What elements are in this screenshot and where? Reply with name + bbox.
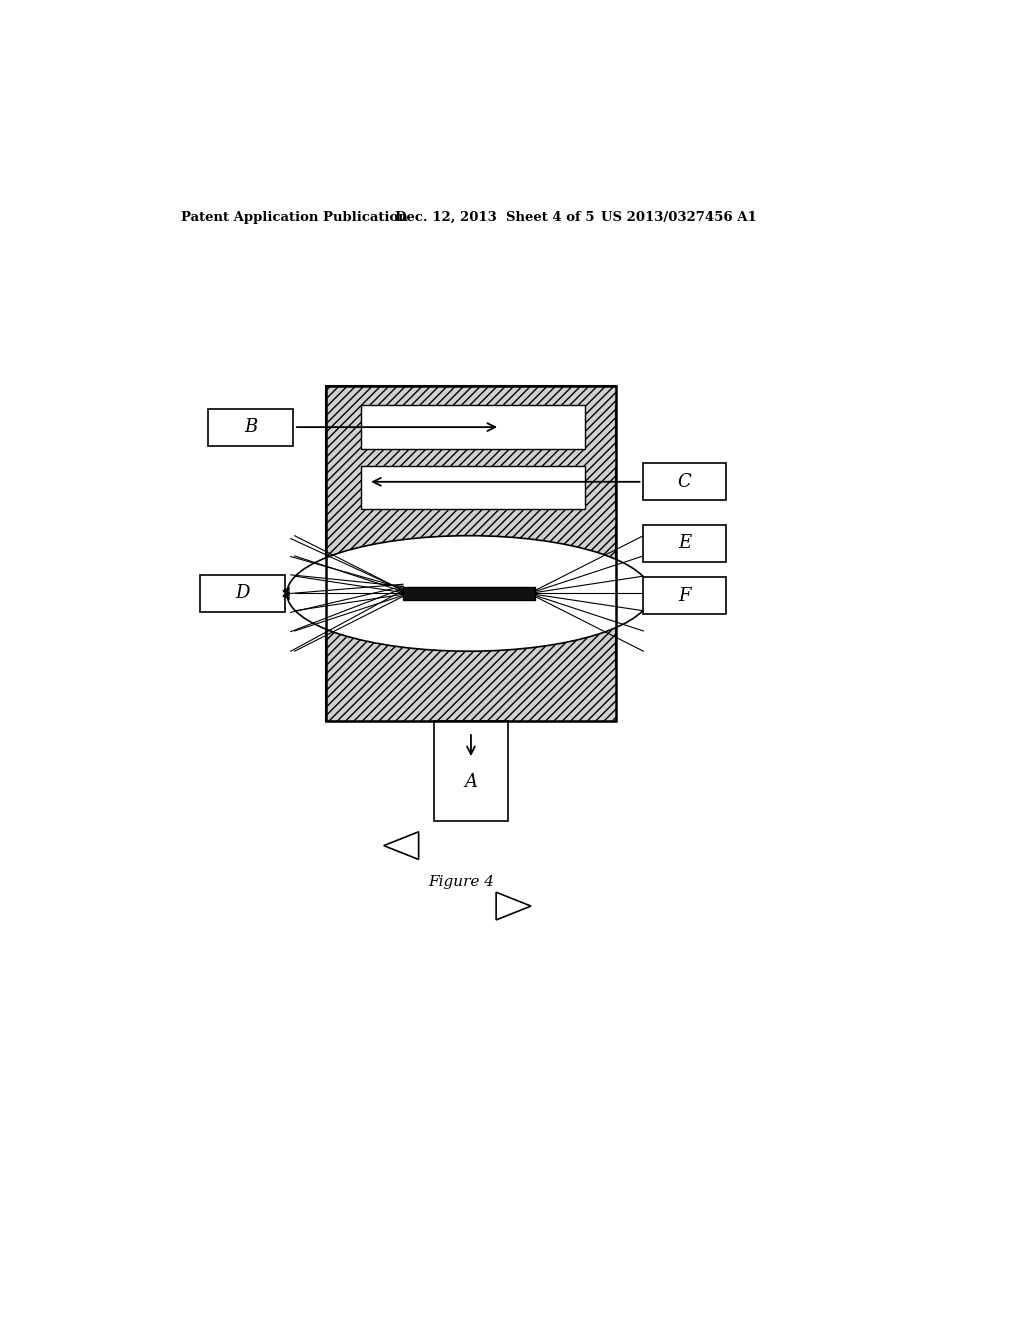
Bar <box>326 449 616 466</box>
Text: US 2013/0327456 A1: US 2013/0327456 A1 <box>601 211 757 224</box>
Text: A: A <box>465 774 477 791</box>
Polygon shape <box>384 832 419 859</box>
Bar <box>643 525 726 562</box>
Bar <box>643 577 726 614</box>
Bar <box>643 463 726 500</box>
Bar <box>434 721 508 821</box>
Bar <box>200 576 286 612</box>
Bar <box>326 508 616 524</box>
Bar <box>326 667 616 721</box>
Text: B: B <box>244 418 257 436</box>
Bar <box>326 385 616 405</box>
Text: Patent Application Publication: Patent Application Publication <box>180 211 408 224</box>
Bar <box>326 405 360 449</box>
Bar <box>208 409 293 446</box>
Bar <box>326 385 616 721</box>
Text: Dec. 12, 2013  Sheet 4 of 5: Dec. 12, 2013 Sheet 4 of 5 <box>395 211 595 224</box>
Bar <box>326 449 360 466</box>
Text: Figure 4: Figure 4 <box>428 875 495 890</box>
Bar <box>326 385 616 721</box>
Text: E: E <box>678 535 691 552</box>
Ellipse shape <box>287 536 651 651</box>
Text: D: D <box>236 585 250 602</box>
Polygon shape <box>496 892 531 920</box>
Bar <box>360 466 586 508</box>
Text: C: C <box>678 473 691 491</box>
Text: F: F <box>678 587 691 605</box>
Bar <box>360 405 586 449</box>
Bar <box>403 587 535 599</box>
